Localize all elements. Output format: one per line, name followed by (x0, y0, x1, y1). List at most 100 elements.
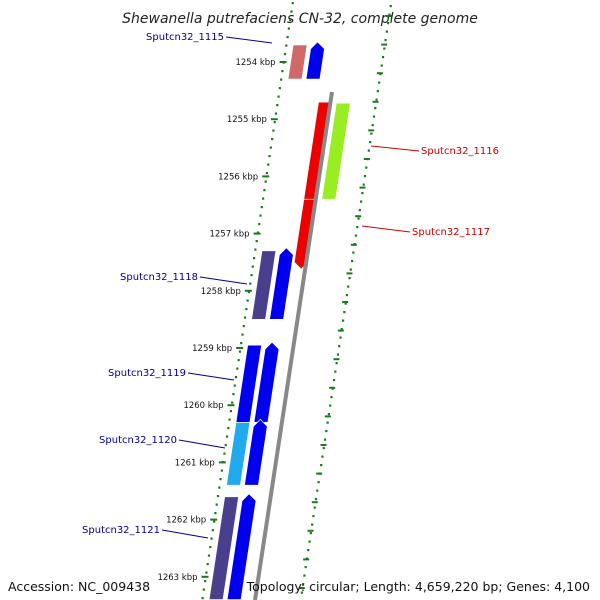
guide-dot (281, 70, 284, 73)
guide-dot (278, 87, 281, 90)
guide-dot (345, 294, 349, 297)
guide-dot (363, 175, 367, 178)
guide-dot (236, 367, 239, 370)
guide-dot (323, 438, 327, 441)
guide-dot (216, 495, 220, 498)
guide-dot (214, 512, 217, 515)
guide-dot (285, 44, 288, 47)
guide-dot (300, 591, 303, 594)
gene-labels-layer: Sputcn32_1115 Sputcn32_1116 Sputcn32_1117 S… (82, 32, 499, 539)
guide-dot (372, 115, 376, 118)
guide-dot (237, 359, 240, 362)
guide-dot (238, 350, 242, 353)
guide-dot (202, 588, 205, 591)
guide-dot (376, 90, 379, 93)
g1116-cds-box (321, 102, 351, 200)
guide-dot (329, 404, 332, 407)
guide-dot (211, 529, 214, 532)
guide-dot (354, 234, 358, 237)
guide-dot (250, 274, 253, 277)
guide-dot (251, 265, 254, 268)
topology-text: Topology: circular; Length: 4,659,220 bp… (246, 579, 590, 594)
guide-dot (326, 421, 329, 424)
guide-dot (274, 112, 278, 115)
guide-dot (241, 333, 244, 336)
g1120-label[interactable]: Sputcn32_1120 (99, 435, 177, 446)
guide-dot (234, 376, 238, 379)
guide-dot (370, 132, 373, 135)
guide-dot (313, 506, 316, 509)
guide-dot (283, 53, 287, 56)
guide-dot (383, 47, 386, 50)
guide-dot (344, 302, 347, 305)
tick-label: 1263 kbp (157, 573, 197, 583)
guide-dot (286, 36, 289, 39)
g1115-leader-line (225, 36, 273, 44)
g1115-label[interactable]: Sputcn32_1115 (146, 32, 224, 43)
guide-dot (311, 523, 314, 526)
guide-dot (219, 478, 222, 481)
guide-dot (384, 39, 387, 42)
backbone-layer (253, 91, 334, 600)
guide-dot (207, 554, 211, 557)
guide-dot (356, 226, 359, 229)
guide-dot (309, 532, 312, 535)
guide-dot (280, 78, 283, 81)
guide-dot (205, 571, 208, 574)
guide-dot (361, 192, 364, 195)
guide-dot (223, 452, 226, 455)
tick-label: 1255 kbp (227, 115, 267, 125)
guide-dot (358, 209, 361, 212)
guide-dot (264, 180, 267, 183)
guide-dot (260, 206, 263, 209)
guide-dot (334, 370, 337, 373)
guide-dot (340, 328, 343, 331)
g1115-cds-arrow (305, 41, 325, 80)
tick-label: 1262 kbp (166, 516, 206, 526)
g1121-label[interactable]: Sputcn32_1121 (82, 525, 160, 536)
guide-dot (374, 107, 377, 110)
guide-dot (388, 13, 391, 16)
guide-dot (229, 410, 232, 413)
guide-dot (201, 597, 204, 600)
guide-dot (269, 146, 272, 149)
g1116-label[interactable]: Sputcn32_1116 (421, 146, 499, 157)
guide-dot (338, 345, 341, 348)
guide-dot (321, 455, 324, 458)
guide-dot (246, 299, 249, 302)
g1117-leader-line (361, 225, 411, 233)
guide-dot (378, 81, 381, 84)
g1120-gene-box (225, 421, 251, 486)
guide-dot (273, 121, 276, 124)
g1118-gene-box (251, 250, 277, 320)
map-title: Shewanella putrefaciens CN-32, complete … (122, 11, 478, 27)
guide-dot (371, 124, 374, 127)
guide-dot (320, 464, 323, 467)
guide-dot (380, 64, 383, 67)
guide-dot (210, 537, 213, 540)
g1117-label[interactable]: Sputcn32_1117 (412, 227, 490, 238)
g1118-label[interactable]: Sputcn32_1118 (120, 272, 198, 283)
guide-dot (303, 574, 306, 577)
guide-dot (367, 149, 370, 152)
guide-dot (339, 336, 342, 339)
guide-dot (349, 268, 352, 271)
g1115-gene-box (287, 44, 308, 80)
guide-dot (243, 316, 247, 319)
guide-dot (268, 155, 271, 158)
tick-label: 1259 kbp (192, 344, 232, 354)
guide-dot (375, 98, 378, 101)
g1118-leader-line (199, 276, 248, 285)
tick-dots-layer (201, 2, 392, 600)
guide-dot (225, 435, 229, 438)
guide-dot (387, 22, 390, 25)
guide-dot (365, 166, 368, 169)
guide-dot (232, 393, 235, 396)
guide-dot (218, 486, 221, 489)
guide-dot (277, 95, 280, 98)
guide-dot (267, 163, 270, 166)
g1119-label[interactable]: Sputcn32_1119 (108, 368, 186, 379)
guide-dot (350, 260, 354, 263)
tick-labels-layer: 1254 kbp 1255 kbp 1256 kbp 1257 kbp 1258 kbp… (157, 58, 287, 583)
tick-label: 1256 kbp (218, 172, 258, 182)
